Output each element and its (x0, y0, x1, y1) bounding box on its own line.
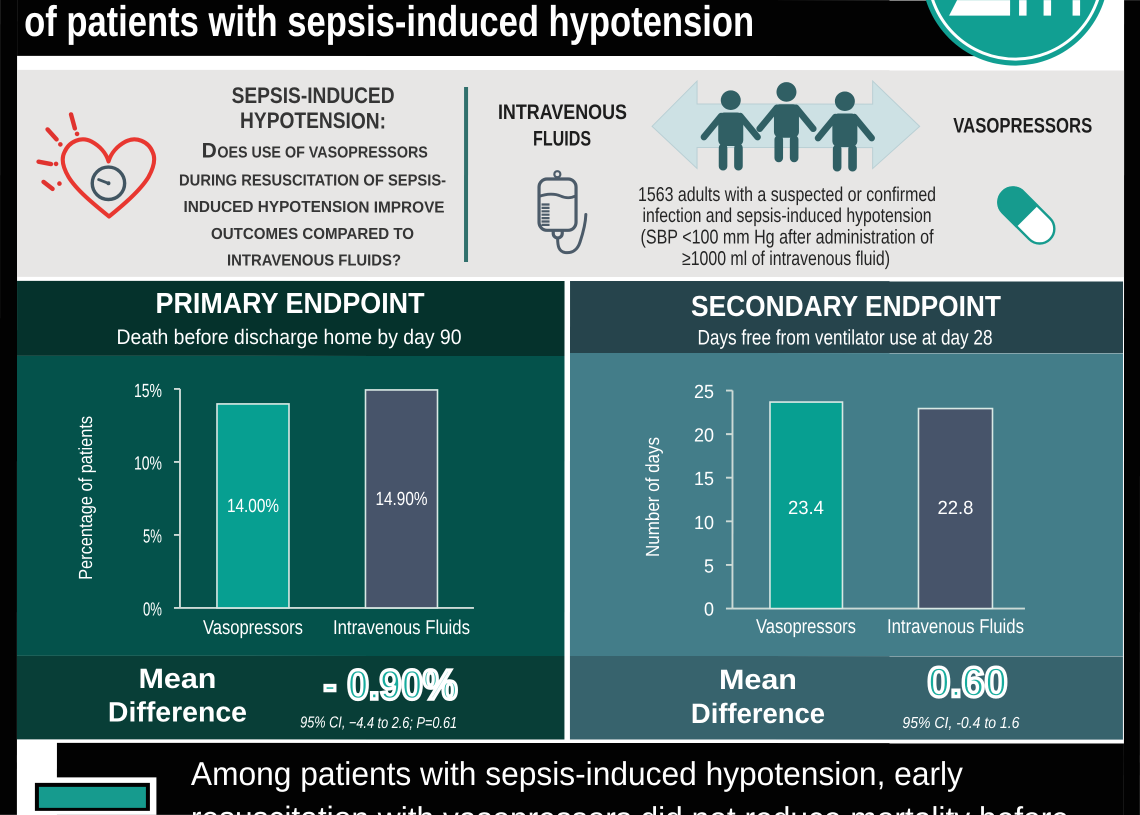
svg-text:DURING RESUSCITATION OF SEPSIS: DURING RESUSCITATION OF SEPSIS- (179, 173, 446, 190)
svg-text:23.4: 23.4 (788, 498, 824, 519)
svg-text:0%: 0% (143, 599, 162, 620)
svg-text:Intravenous Fluids: Intravenous Fluids (333, 617, 470, 639)
svg-text:FLUIDS: FLUIDS (533, 127, 591, 150)
svg-text:5%: 5% (143, 527, 162, 548)
svg-text:INDUCED HYPOTENSION IMPROVE: INDUCED HYPOTENSION IMPROVE (184, 199, 445, 216)
svg-text:5: 5 (704, 556, 714, 577)
svg-text:15: 15 (694, 469, 714, 490)
svg-text:1563 adults with a suspected o: 1563 adults with a suspected or confirme… (638, 184, 936, 206)
svg-text:VASOPRESSORS: VASOPRESSORS (953, 115, 1092, 138)
svg-text:14.00%: 14.00% (227, 496, 279, 517)
svg-text:infection and sepsis-induced h: infection and sepsis-induced hypotension (643, 205, 932, 227)
svg-text:Among patients with sepsis-ind: Among patients with sepsis-induced hypot… (191, 755, 963, 792)
svg-text:10%: 10% (134, 454, 162, 475)
svg-text:22.8: 22.8 (937, 498, 973, 519)
svg-text:OES USE OF VASOPRESSORS: OES USE OF VASOPRESSORS (217, 145, 428, 162)
svg-text:Mean: Mean (719, 664, 797, 695)
svg-text:0.60: 0.60 (927, 658, 1007, 705)
svg-text:OUTCOMES COMPARED TO: OUTCOMES COMPARED TO (211, 226, 414, 243)
svg-text:15%: 15% (134, 381, 162, 402)
svg-text:0: 0 (704, 600, 714, 621)
svg-text:resuscitation with vasopressor: resuscitation with vasopressors did not … (191, 800, 1069, 815)
svg-text:≥1000 ml of intravenous fluid): ≥1000 ml of intravenous fluid) (682, 248, 890, 270)
svg-text:Intravenous Fluids: Intravenous Fluids (887, 616, 1024, 638)
svg-text:INTRAVENOUS: INTRAVENOUS (498, 101, 627, 124)
svg-text:HYPOTENSION:: HYPOTENSION: (240, 108, 386, 133)
svg-text:Percentage of patients: Percentage of patients (76, 416, 97, 580)
svg-text:Death before discharge home by: Death before discharge home by day 90 (117, 326, 462, 349)
svg-text:25: 25 (694, 382, 714, 403)
svg-text:Difference: Difference (691, 698, 825, 729)
svg-text:PRIMARY ENDPOINT: PRIMARY ENDPOINT (156, 288, 425, 320)
svg-text:10: 10 (694, 513, 714, 534)
svg-text:Vasopressors: Vasopressors (203, 617, 303, 639)
svg-text:D: D (202, 140, 217, 163)
svg-text:Difference: Difference (108, 697, 247, 728)
svg-text:Mean: Mean (138, 663, 216, 694)
svg-text:- 0.90%: - 0.90% (323, 661, 457, 708)
svg-text:Vasopressors: Vasopressors (756, 616, 856, 638)
svg-text:INTRAVENOUS FLUIDS?: INTRAVENOUS FLUIDS? (227, 253, 401, 270)
svg-text:Days free from ventilator use: Days free from ventilator use at day 28 (698, 327, 993, 350)
svg-text:20: 20 (694, 426, 714, 447)
svg-text:SEPSIS-INDUCED: SEPSIS-INDUCED (232, 83, 395, 108)
svg-text:14.90%: 14.90% (375, 489, 427, 510)
svg-text:95% CI, −4.4 to 2.6; P=0.61: 95% CI, −4.4 to 2.6; P=0.61 (300, 715, 457, 732)
svg-text:of patients with sepsis-induce: of patients with sepsis-induced hypotens… (24, 0, 754, 46)
svg-text:Number of days: Number of days (643, 437, 664, 557)
svg-text:SECONDARY ENDPOINT: SECONDARY ENDPOINT (691, 291, 1001, 323)
svg-text:95% CI, -0.4 to 1.6: 95% CI, -0.4 to 1.6 (902, 715, 1019, 732)
svg-text:(SBP <100 mm Hg after administ: (SBP <100 mm Hg after administration of (641, 227, 934, 249)
